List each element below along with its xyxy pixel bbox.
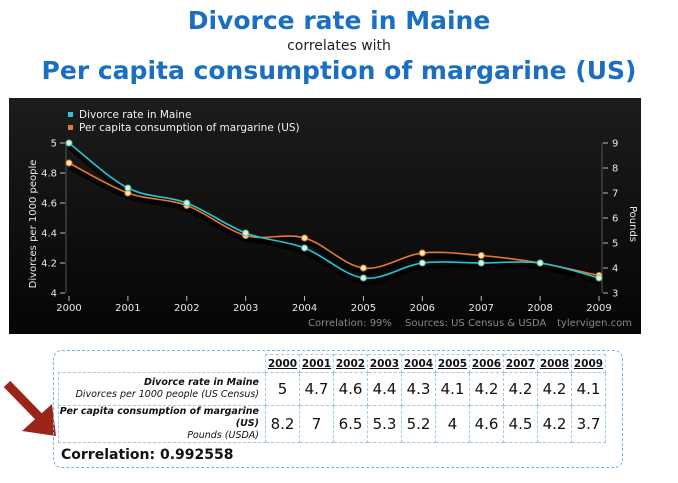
table-cell: 4.3 <box>401 372 436 406</box>
legend-label-margarine: Per capita consumption of margarine (US) <box>79 122 300 134</box>
data-point-margarine <box>301 234 309 242</box>
data-point-divorce <box>536 259 544 267</box>
legend-swatch-margarine <box>68 125 73 130</box>
correlation-value: Correlation: 0.992558 <box>61 447 234 463</box>
y-right-tick-label: 6 <box>612 214 618 225</box>
data-point-divorce <box>183 199 191 207</box>
table-cell: 4.1 <box>435 372 470 406</box>
table-cell: 4.6 <box>333 372 368 406</box>
data-point-margarine <box>418 249 426 257</box>
data-point-margarine <box>477 252 485 259</box>
data-point-divorce <box>301 244 309 252</box>
chart-title-secondary: Per capita consumption of margarine (US) <box>41 56 637 85</box>
table-cell: 4.4 <box>367 372 402 406</box>
y-right-tick-label: 5 <box>612 239 618 250</box>
y-left-tick-label: 4 <box>51 289 57 300</box>
y-left-tick-label: 5 <box>51 139 57 150</box>
data-point-divorce <box>65 139 73 147</box>
x-tick-label: 2008 <box>527 303 552 314</box>
line-chart: 4 4.2 4.4 4.6 4.8 5 3 4 5 6 7 8 9 2000 2001 2002 2003 200… <box>9 98 641 334</box>
table-header-row: 2000 2001 2002 2003 2004 2005 2006 2007 2008 2009 <box>59 354 606 373</box>
year-header: 2001 <box>299 354 334 373</box>
data-point-divorce <box>359 274 367 282</box>
row-title: Divorce rate in Maine <box>144 377 259 388</box>
data-point-divorce <box>242 229 250 237</box>
y-right-tick-label: 3 <box>612 289 618 300</box>
row-title: Per capita consumption of margarine (US) <box>59 406 259 429</box>
table-cell: 4.7 <box>299 372 334 406</box>
legend-label-divorce: Divorce rate in Maine <box>79 109 191 121</box>
data-table-panel: 2000 2001 2002 2003 2004 2005 2006 2007 2008 2009… <box>53 350 623 468</box>
table-cell: 3.7 <box>571 405 606 443</box>
row-subtitle: Pounds (USDA) <box>187 430 259 441</box>
data-point-divorce <box>477 259 485 267</box>
table-cell: 5.3 <box>367 405 402 443</box>
year-header: 2003 <box>367 354 402 373</box>
y-axis-right-label: Pounds <box>627 206 638 242</box>
x-tick-label: 2000 <box>56 303 81 314</box>
table-cell: 4.2 <box>503 372 538 406</box>
x-tick-label: 2005 <box>351 303 376 314</box>
year-header: 2008 <box>537 354 572 373</box>
chart-title: Divorce rate in Maine <box>187 6 491 35</box>
year-header: 2004 <box>401 354 436 373</box>
y-right-tick-label: 7 <box>612 189 618 200</box>
data-point-margarine <box>65 159 73 167</box>
table-cell: 5.2 <box>401 405 436 443</box>
table-cell: 7 <box>299 405 334 443</box>
table-cell: 4.2 <box>469 372 504 406</box>
row-subtitle: Divorces per 1000 people (US Census) <box>75 389 259 400</box>
series-line-margarine <box>68 162 600 277</box>
table-row-divorce: Divorce rate in Maine Divorces per 1000 … <box>58 372 606 406</box>
y-right-tick-label: 9 <box>612 139 618 150</box>
y-right-tick-label: 8 <box>612 164 618 175</box>
table-cell: 4 <box>435 405 470 443</box>
y-left-tick-label: 4.4 <box>41 229 57 240</box>
legend: Divorce rate in Maine Per capita consump… <box>68 109 300 134</box>
site-credit: tylervigen.com <box>557 318 632 329</box>
y-left-tick-label: 4.8 <box>41 169 57 180</box>
legend-swatch-divorce <box>68 112 73 117</box>
year-header: 2009 <box>571 354 606 373</box>
x-tick-label: 2003 <box>233 303 258 314</box>
table-row-margarine: Per capita consumption of margarine (US)… <box>58 405 606 443</box>
x-tick-label: 2001 <box>115 303 140 314</box>
y-left-tick-label: 4.6 <box>41 199 57 210</box>
table-cell: 4.6 <box>469 405 504 443</box>
x-tick-label: 2004 <box>292 303 317 314</box>
table-cell: 4.2 <box>537 405 572 443</box>
arrow-icon <box>3 380 56 436</box>
y-axis-left-label: Divorces per 1000 people <box>28 160 39 289</box>
chart-background <box>9 98 641 334</box>
table-cell: 5 <box>265 372 300 406</box>
row-label-margarine: Per capita consumption of margarine (US)… <box>58 405 266 443</box>
x-tick-label: 2007 <box>468 303 493 314</box>
year-header: 2005 <box>435 354 470 373</box>
series-shadow-divorce <box>67 145 600 285</box>
data-point-margarine <box>359 264 367 272</box>
chart-subtitle: correlates with <box>287 38 391 54</box>
row-label-divorce: Divorce rate in Maine Divorces per 1000 … <box>58 372 266 406</box>
year-header: 2000 <box>265 354 300 373</box>
data-point-divorce <box>418 259 426 267</box>
sources-note: Sources: US Census & USDA <box>405 318 547 329</box>
y-left-tick-label: 4.2 <box>41 259 57 270</box>
year-header: 2006 <box>469 354 504 373</box>
table-cell: 4.1 <box>571 372 606 406</box>
data-point-divorce <box>595 274 603 282</box>
table-cell: 4.2 <box>537 372 572 406</box>
year-header: 2002 <box>333 354 368 373</box>
table-cell: 8.2 <box>265 405 300 443</box>
table-cell: 6.5 <box>333 405 368 443</box>
data-table: 2000 2001 2002 2003 2004 2005 2006 2007 2008 2009… <box>58 354 606 443</box>
x-tick-label: 2006 <box>410 303 435 314</box>
y-right-tick-label: 4 <box>612 264 618 275</box>
correlation-note: Correlation: 99% <box>308 318 392 329</box>
data-point-divorce <box>124 184 132 192</box>
x-tick-label: 2002 <box>174 303 199 314</box>
x-tick-label: 2009 <box>586 303 611 314</box>
table-cell: 4.5 <box>503 405 538 443</box>
year-header: 2007 <box>503 354 538 373</box>
series-line-divorce <box>68 142 600 280</box>
